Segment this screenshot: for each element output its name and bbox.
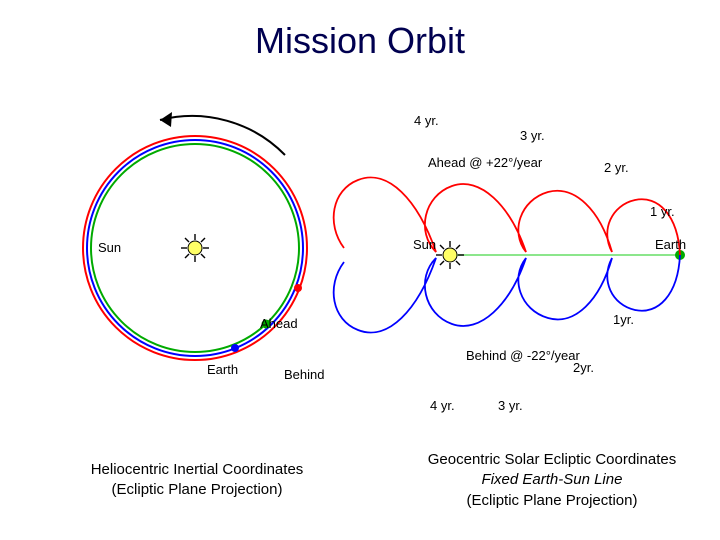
right-caption-line2: Fixed Earth-Sun Line: [482, 471, 623, 488]
behind-rate-label: Behind @ -22°/year: [466, 348, 580, 363]
yr-bot-3: 3 yr.: [498, 398, 523, 413]
ahead-label-left: Ahead: [260, 316, 298, 331]
sun-icon-right: [436, 241, 464, 269]
sun-label-left: Sun: [98, 240, 121, 255]
yr-bot-4: 4 yr.: [430, 398, 455, 413]
right-caption-line1: Geocentric Solar Ecliptic Coordinates: [428, 451, 676, 468]
left-caption: Heliocentric Inertial Coordinates (Eclip…: [52, 460, 342, 501]
right-caption: Geocentric Solar Ecliptic Coordinates Fi…: [402, 450, 702, 511]
earth-label-right: Earth: [655, 237, 686, 252]
sun-label-right: Sun: [413, 237, 436, 252]
behind-marker-left: [231, 344, 239, 352]
ahead-marker-left: [294, 284, 302, 292]
yr-top-3: 3 yr.: [520, 128, 545, 143]
yr-top-2: 2 yr.: [604, 160, 629, 175]
left-caption-line1: Heliocentric Inertial Coordinates: [91, 461, 304, 478]
earth-label-left: Earth: [207, 362, 238, 377]
yr-top-4: 4 yr.: [414, 113, 439, 128]
ahead-rate-label: Ahead @ +22°/year: [428, 155, 542, 170]
ahead-spiral: [334, 177, 680, 255]
behind-label-left: Behind: [284, 367, 324, 382]
sun-icon-left: [181, 234, 209, 262]
direction-arc: [160, 116, 285, 155]
yr-bot-1: 1yr.: [613, 312, 634, 327]
right-caption-line3: (Ecliptic Plane Projection): [467, 492, 638, 509]
left-caption-line2: (Ecliptic Plane Projection): [112, 481, 283, 498]
geocentric-group: [334, 177, 685, 332]
yr-bot-2: 2yr.: [573, 360, 594, 375]
direction-arrowhead: [160, 112, 172, 127]
yr-top-1: 1 yr.: [650, 204, 675, 219]
